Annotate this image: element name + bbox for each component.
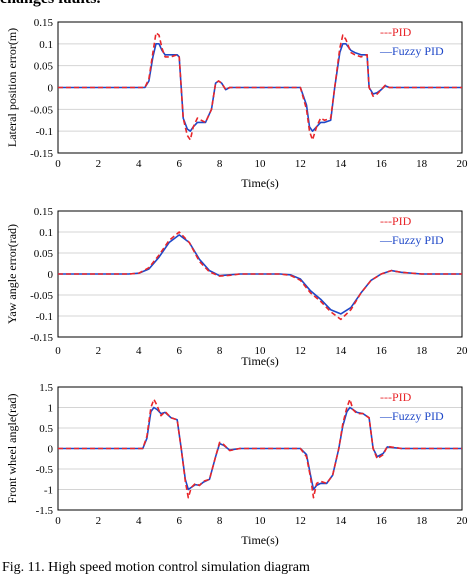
x-axis-label: Time(s)	[241, 354, 279, 368]
y-tick-label: 0.1	[39, 227, 53, 239]
y-tick-label: 0.05	[34, 248, 54, 260]
y-tick-label: -0.05	[30, 290, 53, 302]
x-tick-label: 10	[255, 345, 267, 357]
x-tick-label: 18	[416, 515, 428, 527]
x-tick-label: 20	[457, 345, 469, 357]
y-tick-label: -1	[44, 485, 53, 497]
x-tick-label: 8	[217, 158, 223, 170]
legend-entry-pid: ---PID	[380, 390, 412, 404]
x-tick-label: 0	[55, 345, 61, 357]
y-tick-label: 0.15	[34, 206, 54, 218]
x-tick-label: 14	[335, 158, 347, 170]
x-tick-label: 0	[55, 158, 61, 170]
y-tick-label: 0	[48, 269, 54, 281]
chart-panel-3: 1.510.50-0.5-1-1.50 2 4 6 8 10 12 14 16 18 20Time(…	[5, 382, 468, 547]
x-tick-label: 4	[136, 158, 142, 170]
legend-entry-pid: ---PID	[380, 25, 412, 39]
y-tick-label: 0.05	[34, 61, 54, 73]
x-tick-label: 16	[376, 515, 388, 527]
x-tick-label: 6	[176, 158, 182, 170]
chart-panel-2: 0.150.10.050-0.05-0.1-0.150 2 4 6 8 10 12 14 16 1…	[5, 206, 468, 368]
figure-caption: Fig. 11. High speed motion control simul…	[2, 560, 310, 575]
y-tick-label: 0	[48, 83, 54, 95]
x-tick-label: 4	[136, 345, 142, 357]
series-line-pid	[58, 32, 462, 141]
x-tick-label: 0	[55, 515, 61, 527]
y-tick-label: -0.1	[36, 311, 53, 323]
series-line-pid	[58, 231, 462, 321]
x-tick-label: 8	[217, 345, 223, 357]
x-tick-label: 16	[376, 158, 388, 170]
x-tick-label: 2	[96, 515, 102, 527]
chart-panel-1: 0.150.10.050-0.05-0.1-0.150 2 4 6 8 10 12 14 16 1…	[5, 17, 468, 190]
x-tick-label: 6	[176, 345, 182, 357]
x-tick-label: 18	[416, 345, 428, 357]
x-tick-label: 8	[217, 515, 223, 527]
x-tick-label: 12	[295, 515, 306, 527]
legend-entry-fuzzy-pid: —Fuzzy PID	[379, 44, 444, 58]
y-tick-label: -0.15	[30, 332, 53, 344]
x-tick-label: 20	[457, 158, 469, 170]
y-tick-label: -0.05	[30, 104, 53, 116]
x-tick-label: 4	[136, 515, 142, 527]
y-tick-label: 0	[48, 444, 54, 456]
legend-entry-fuzzy-pid: —Fuzzy PID	[379, 409, 444, 423]
y-tick-label: 1	[48, 403, 54, 415]
series-line-pid	[58, 398, 462, 499]
y-tick-label: -0.1	[36, 126, 53, 138]
x-axis-label: Time(s)	[241, 176, 279, 190]
x-tick-label: 10	[255, 158, 267, 170]
x-tick-label: 20	[457, 515, 469, 527]
y-tick-label: -0.5	[36, 464, 54, 476]
x-axis-label: Time(s)	[241, 533, 279, 547]
x-tick-label: 10	[255, 515, 267, 527]
x-tick-label: 12	[295, 158, 306, 170]
x-tick-label: 16	[376, 345, 388, 357]
y-tick-label: 0.1	[39, 39, 53, 51]
y-axis-label: Lateral position error(m)	[5, 28, 19, 147]
y-tick-label: 0.15	[34, 17, 54, 29]
legend-entry-fuzzy-pid: —Fuzzy PID	[379, 233, 444, 247]
y-tick-label: -0.15	[30, 148, 53, 160]
figure-canvas: 0.150.10.050-0.05-0.1-0.150 2 4 6 8 10 12 14 16 1…	[5, 17, 468, 547]
x-tick-label: 2	[96, 345, 102, 357]
x-tick-label: 12	[295, 345, 306, 357]
x-tick-label: 6	[176, 515, 182, 527]
y-tick-label: 0.5	[39, 423, 53, 435]
x-tick-label: 14	[335, 345, 347, 357]
legend-entry-pid: ---PID	[380, 214, 412, 228]
cut-off-text: changes faults.	[0, 0, 100, 8]
y-axis-label: Front wheel angle(rad)	[5, 394, 19, 504]
y-tick-label: 1.5	[39, 382, 53, 394]
x-tick-label: 2	[96, 158, 102, 170]
y-tick-label: -1.5	[36, 505, 54, 517]
x-tick-label: 18	[416, 158, 428, 170]
x-tick-label: 14	[335, 515, 347, 527]
y-axis-label: Yaw angle error(rad)	[5, 224, 19, 324]
